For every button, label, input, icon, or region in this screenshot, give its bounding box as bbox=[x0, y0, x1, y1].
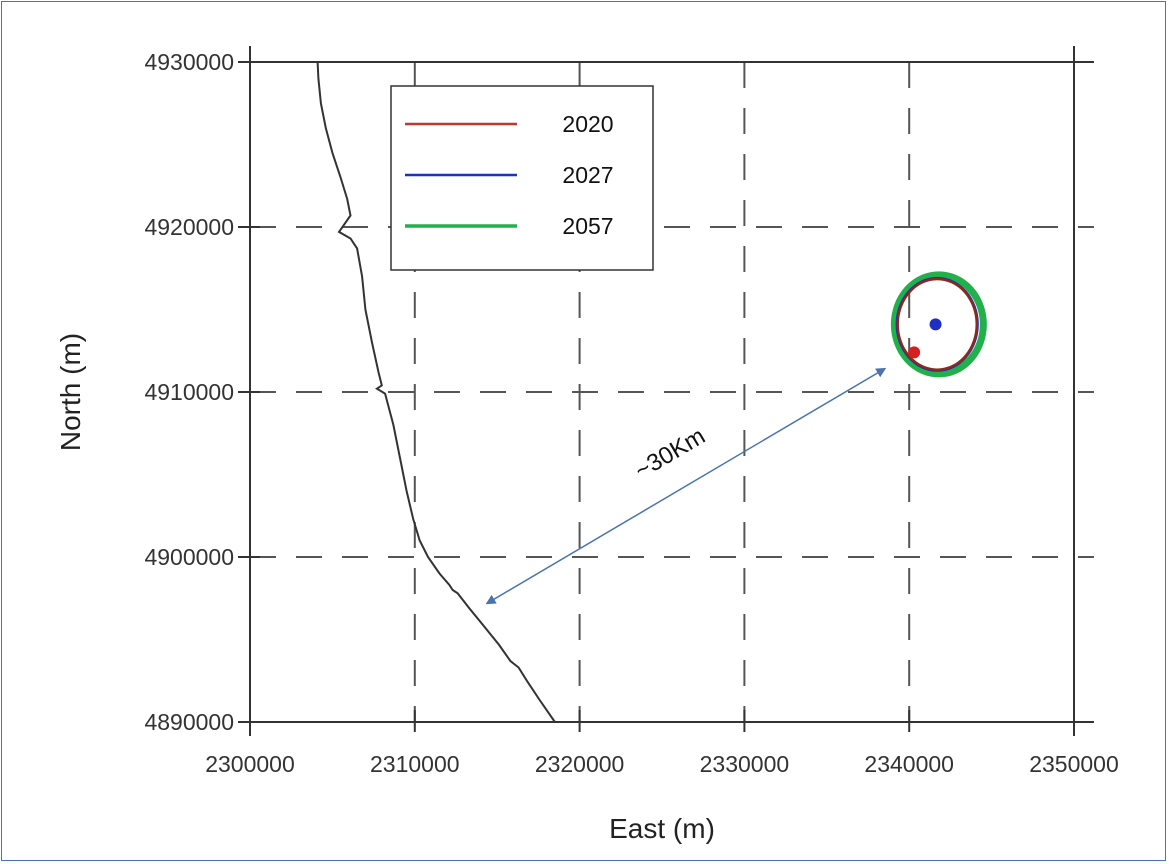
legend-label-2027: 2027 bbox=[562, 162, 613, 188]
tick-labels: 2300000 2310000 2320000 2330000 2340000 23500… bbox=[144, 49, 1118, 777]
axes bbox=[238, 46, 1094, 736]
x-tick-label: 2330000 bbox=[700, 751, 790, 777]
contour-2020 bbox=[896, 277, 979, 371]
legend-box bbox=[390, 85, 654, 271]
distance-arrow bbox=[485, 367, 887, 605]
x-tick-label: 2340000 bbox=[864, 751, 954, 777]
well-point-1 bbox=[929, 318, 942, 331]
x-axis-title: East (m) bbox=[609, 813, 715, 844]
x-tick-label: 2310000 bbox=[370, 751, 460, 777]
x-tick-label: 2320000 bbox=[535, 751, 625, 777]
distance-annotation: ~30Km bbox=[485, 367, 887, 605]
y-tick-label: 4910000 bbox=[144, 379, 234, 405]
y-axis-title: North (m) bbox=[55, 333, 86, 451]
y-tick-label: 4890000 bbox=[144, 709, 234, 735]
y-tick-label: 4930000 bbox=[144, 49, 234, 75]
legend-label-2020: 2020 bbox=[562, 111, 613, 137]
x-tick-label: 2350000 bbox=[1029, 751, 1119, 777]
coastline-line bbox=[316, 61, 556, 723]
x-tick-label: 2300000 bbox=[205, 751, 295, 777]
legend-label-2057: 2057 bbox=[562, 213, 613, 239]
legend: 2020 2027 2057 bbox=[390, 85, 654, 271]
well-point-2 bbox=[908, 346, 921, 359]
series-layer bbox=[316, 61, 987, 723]
distance-label: ~30Km bbox=[630, 422, 710, 484]
grid-lines bbox=[250, 62, 1094, 722]
y-tick-label: 4900000 bbox=[144, 544, 234, 570]
contour-2057 bbox=[890, 271, 987, 378]
y-tick-label: 4920000 bbox=[144, 214, 234, 240]
